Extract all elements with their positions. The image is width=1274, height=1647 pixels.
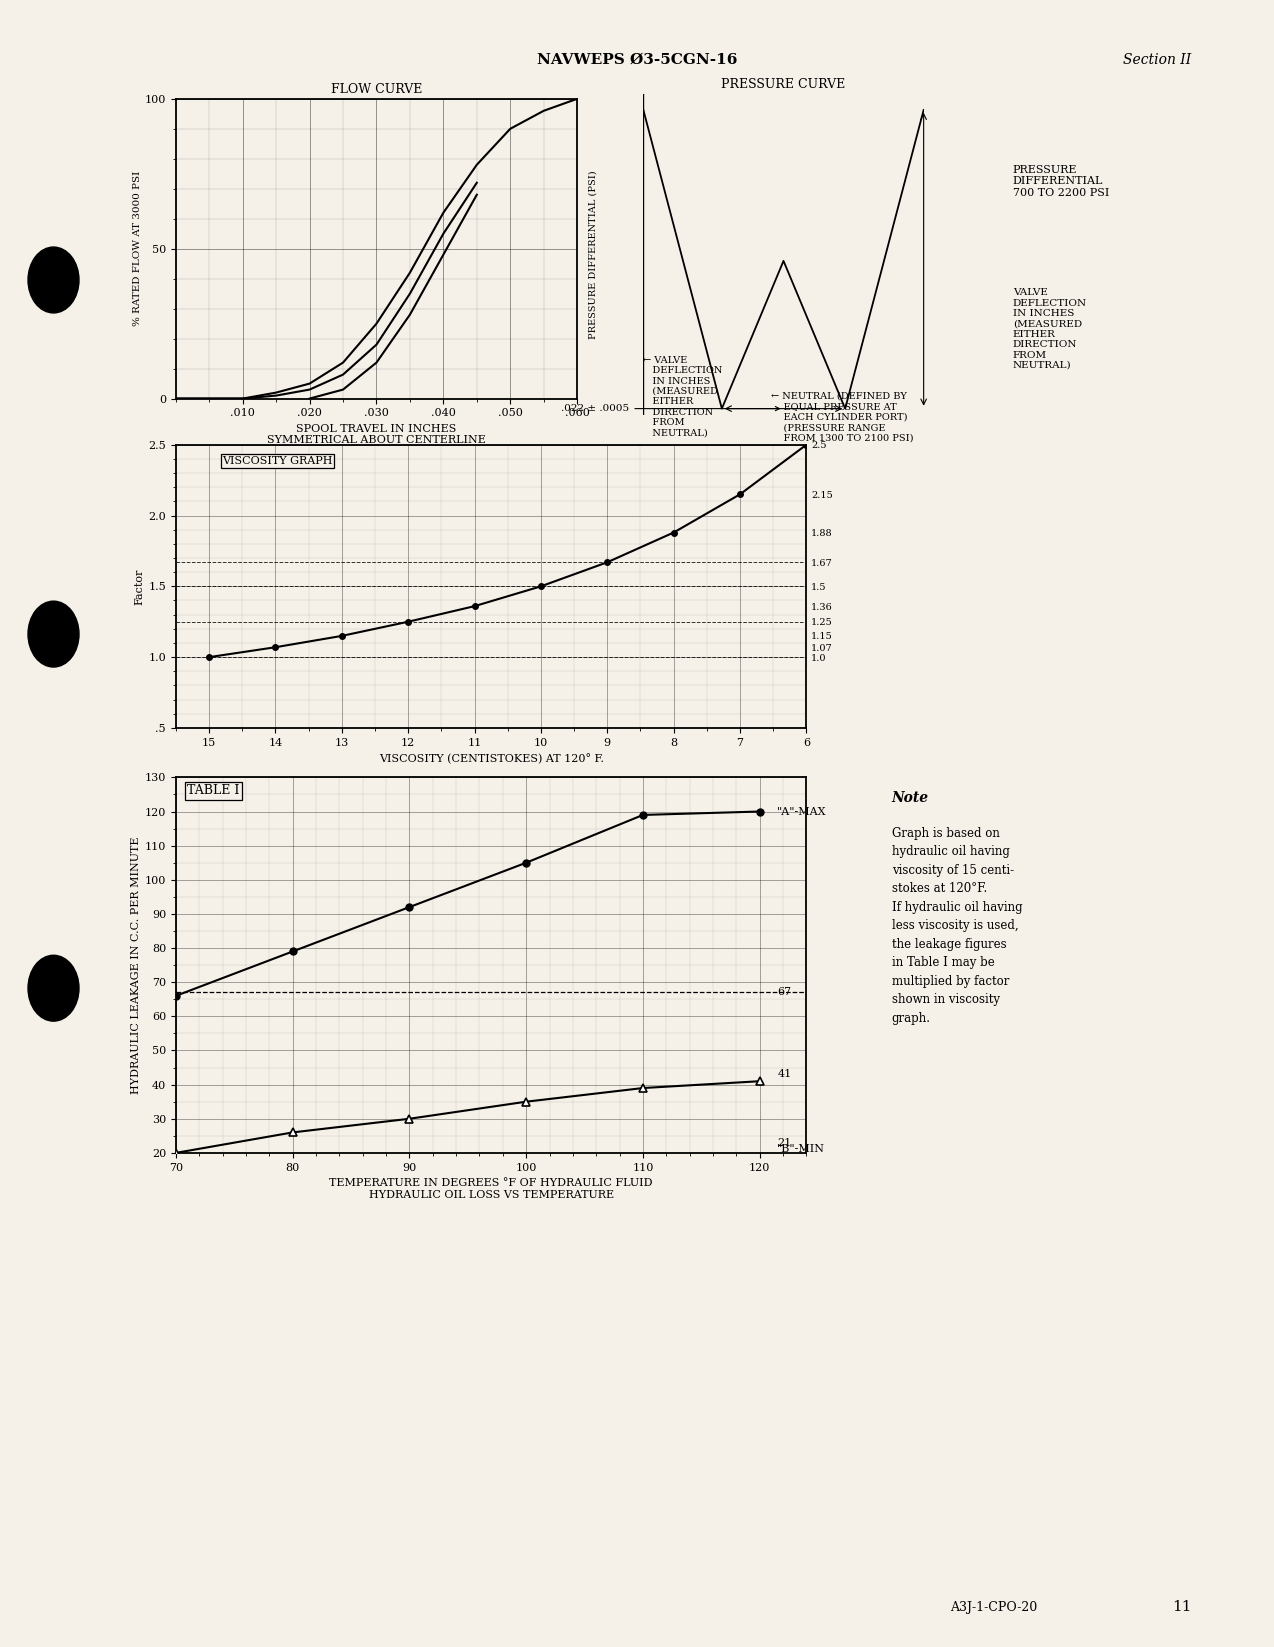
Text: 41: 41 (777, 1069, 791, 1079)
Text: ← VALVE
   DEFLECTION
   IN INCHES
   (MEASURED
   EITHER
   DIRECTION
   FROM
 : ← VALVE DEFLECTION IN INCHES (MEASURED E… (643, 356, 722, 438)
Text: Note: Note (892, 791, 929, 805)
Text: TABLE I: TABLE I (187, 784, 240, 797)
Text: Section II: Section II (1122, 53, 1191, 68)
Text: ← NEUTRAL (DEFINED BY
    EQUAL PRESSURE AT
    EACH CYLINDER PORT)
    (PRESSUR: ← NEUTRAL (DEFINED BY EQUAL PRESSURE AT … (771, 392, 913, 443)
Text: VISCOSITY GRAPH: VISCOSITY GRAPH (222, 456, 333, 466)
Y-axis label: HYDRAULIC LEAKAGE IN C.C. PER MINUTE: HYDRAULIC LEAKAGE IN C.C. PER MINUTE (130, 837, 140, 1094)
Text: 21: 21 (777, 1138, 791, 1148)
Text: "A"-MAX: "A"-MAX (777, 807, 827, 817)
Y-axis label: Factor: Factor (134, 568, 144, 604)
Text: .022 ± .0005: .022 ± .0005 (562, 404, 780, 413)
X-axis label: SPOOL TRAVEL IN INCHES
SYMMETRICAL ABOUT CENTERLINE: SPOOL TRAVEL IN INCHES SYMMETRICAL ABOUT… (268, 423, 485, 445)
Text: VALVE
DEFLECTION
IN INCHES
(MEASURED
EITHER
DIRECTION
FROM
NEUTRAL): VALVE DEFLECTION IN INCHES (MEASURED EIT… (1013, 288, 1087, 371)
Text: PRESSURE
DIFFERENTIAL
700 TO 2200 PSI: PRESSURE DIFFERENTIAL 700 TO 2200 PSI (1013, 165, 1110, 198)
Title: FLOW CURVE: FLOW CURVE (331, 84, 422, 96)
X-axis label: VISCOSITY (CENTISTOKES) AT 120° F.: VISCOSITY (CENTISTOKES) AT 120° F. (378, 753, 604, 764)
Text: PRESSURE DIFFERENTIAL (PSI): PRESSURE DIFFERENTIAL (PSI) (589, 170, 598, 339)
Y-axis label: % RATED FLOW AT 3000 PSI: % RATED FLOW AT 3000 PSI (132, 171, 141, 326)
Text: Graph is based on
hydraulic oil having
viscosity of 15 centi-
stokes at 120°F.
I: Graph is based on hydraulic oil having v… (892, 827, 1023, 1024)
Text: NAVWEPS Ø3-5CGN-16: NAVWEPS Ø3-5CGN-16 (536, 53, 738, 68)
X-axis label: TEMPERATURE IN DEGREES °F OF HYDRAULIC FLUID
HYDRAULIC OIL LOSS VS TEMPERATURE: TEMPERATURE IN DEGREES °F OF HYDRAULIC F… (330, 1178, 652, 1199)
Text: 11: 11 (1172, 1599, 1191, 1614)
Title: PRESSURE CURVE: PRESSURE CURVE (721, 79, 846, 91)
Text: A3J-1-CPO-20: A3J-1-CPO-20 (950, 1601, 1037, 1614)
Text: 67: 67 (777, 988, 791, 998)
Text: "B"-MIN: "B"-MIN (777, 1145, 826, 1155)
